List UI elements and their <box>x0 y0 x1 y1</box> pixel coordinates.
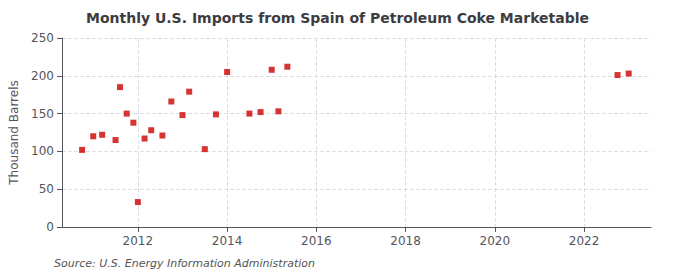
svg-text:Source: U.S. Energy Informatio: Source: U.S. Energy Information Administ… <box>54 257 315 270</box>
svg-text:Monthly U.S. Imports from Spai: Monthly U.S. Imports from Spain of Petro… <box>86 10 589 26</box>
svg-text:2014: 2014 <box>212 234 243 248</box>
svg-text:150: 150 <box>31 107 54 121</box>
svg-text:2012: 2012 <box>123 234 154 248</box>
svg-text:250: 250 <box>31 31 54 45</box>
svg-text:0: 0 <box>46 220 54 234</box>
svg-text:200: 200 <box>31 69 54 83</box>
svg-text:50: 50 <box>39 182 54 196</box>
svg-text:100: 100 <box>31 144 54 158</box>
svg-text:2020: 2020 <box>480 234 511 248</box>
svg-text:2016: 2016 <box>301 234 332 248</box>
svg-text:2022: 2022 <box>569 234 600 248</box>
svg-text:Thousand Barrels: Thousand Barrels <box>7 80 21 185</box>
svg-text:2018: 2018 <box>390 234 421 248</box>
